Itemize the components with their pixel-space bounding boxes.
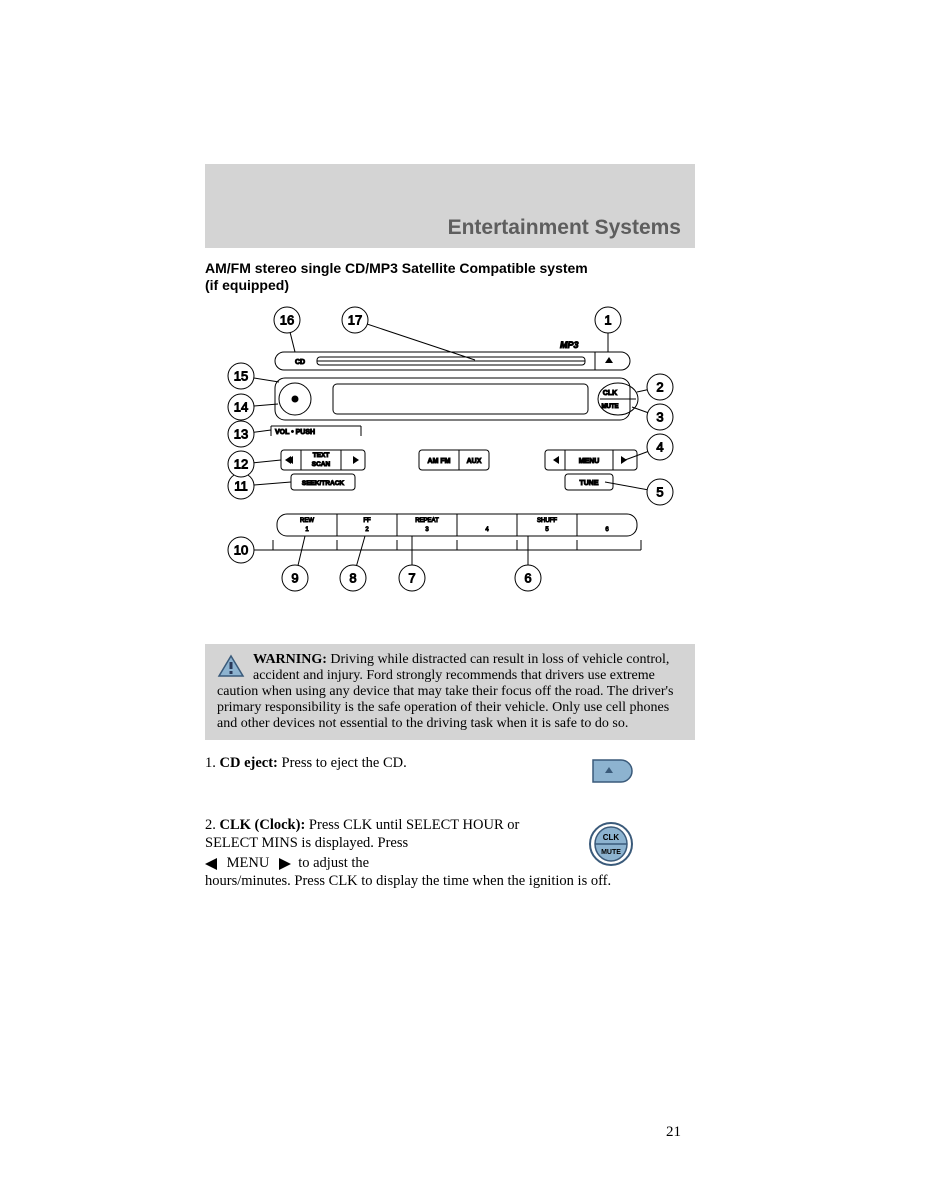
svg-text:CLK: CLK: [603, 390, 617, 397]
warning-box: WARNING: Driving while distracted can re…: [205, 644, 695, 740]
section-title: Entertainment Systems: [448, 216, 681, 240]
svg-text:AM FM: AM FM: [428, 458, 451, 465]
section-header-band: Entertainment Systems: [205, 164, 695, 248]
svg-text:AUX: AUX: [467, 458, 482, 465]
triangle-right-icon: [279, 858, 291, 870]
svg-text:3: 3: [656, 409, 663, 424]
warning-triangle-icon: [217, 654, 245, 678]
item2-label: CLK (Clock):: [220, 817, 306, 833]
svg-text:8: 8: [349, 570, 356, 585]
svg-text:VOL • PUSH: VOL • PUSH: [275, 429, 315, 436]
svg-text:16: 16: [280, 312, 294, 327]
page-number: 21: [666, 1124, 681, 1141]
svg-text:CLK: CLK: [603, 833, 620, 842]
svg-text:MENU: MENU: [579, 458, 600, 465]
svg-text:REPEAT: REPEAT: [415, 518, 439, 524]
svg-text:2: 2: [656, 379, 663, 394]
svg-text:6: 6: [605, 527, 609, 533]
svg-text:9: 9: [291, 570, 298, 585]
cd-eject-icon: [591, 758, 635, 784]
menu-word: MENU: [227, 855, 270, 871]
svg-text:SEEK/TRACK: SEEK/TRACK: [302, 480, 345, 487]
svg-text:MUTE: MUTE: [601, 849, 621, 856]
svg-text:REW: REW: [300, 518, 314, 524]
subtitle-line1: AM/FM stereo single CD/MP3 Satellite Com…: [205, 260, 588, 276]
svg-text:12: 12: [234, 456, 248, 471]
svg-text:5: 5: [656, 484, 663, 499]
svg-text:SHUFF: SHUFF: [537, 518, 557, 524]
svg-text:MUTE: MUTE: [602, 404, 619, 410]
svg-text:MP3: MP3: [560, 340, 579, 350]
svg-text:4: 4: [656, 439, 663, 454]
warning-label: WARNING:: [253, 652, 327, 667]
subtitle-line2: (if equipped): [205, 277, 289, 293]
item1-num: 1.: [205, 755, 220, 771]
svg-text:6: 6: [524, 570, 531, 585]
radio-svg: CD MP3 CLK MUTE: [205, 304, 695, 604]
svg-text:1: 1: [305, 527, 309, 533]
triangle-left-icon: [205, 858, 217, 870]
item2-text-c: hours/minutes. Press CLK to display the …: [205, 872, 695, 890]
document-page: Entertainment Systems AM/FM stereo singl…: [205, 164, 695, 891]
svg-text:5: 5: [545, 527, 549, 533]
item1-text: Press to eject the CD.: [278, 755, 407, 771]
svg-text:3: 3: [425, 527, 429, 533]
svg-text:15: 15: [234, 368, 248, 383]
svg-text:4: 4: [485, 527, 489, 533]
svg-text:1: 1: [604, 312, 611, 327]
svg-text:14: 14: [234, 399, 248, 414]
item2-num: 2.: [205, 817, 220, 833]
item1-label: CD eject:: [220, 755, 278, 771]
radio-diagram: CD MP3 CLK MUTE: [205, 304, 695, 604]
subsection-heading: AM/FM stereo single CD/MP3 Satellite Com…: [205, 260, 695, 294]
instruction-item-2: 2. CLK (Clock): Press CLK until SELECT H…: [205, 816, 695, 891]
clk-mute-icon: CLK MUTE: [587, 820, 635, 868]
instruction-item-1: 1. CD eject: Press to eject the CD.: [205, 754, 695, 802]
svg-text:13: 13: [234, 426, 248, 441]
svg-text:TUNE: TUNE: [579, 480, 598, 487]
svg-text:TEXT: TEXT: [313, 452, 330, 459]
svg-text:11: 11: [234, 478, 248, 493]
svg-text:FF: FF: [363, 518, 371, 524]
svg-text:2: 2: [365, 527, 369, 533]
svg-text:7: 7: [408, 570, 415, 585]
svg-text:17: 17: [348, 312, 362, 327]
svg-text:10: 10: [234, 542, 248, 557]
item2-text-b: to adjust the: [298, 855, 369, 871]
svg-text:SCAN: SCAN: [312, 461, 331, 468]
svg-text:CD: CD: [295, 359, 305, 366]
